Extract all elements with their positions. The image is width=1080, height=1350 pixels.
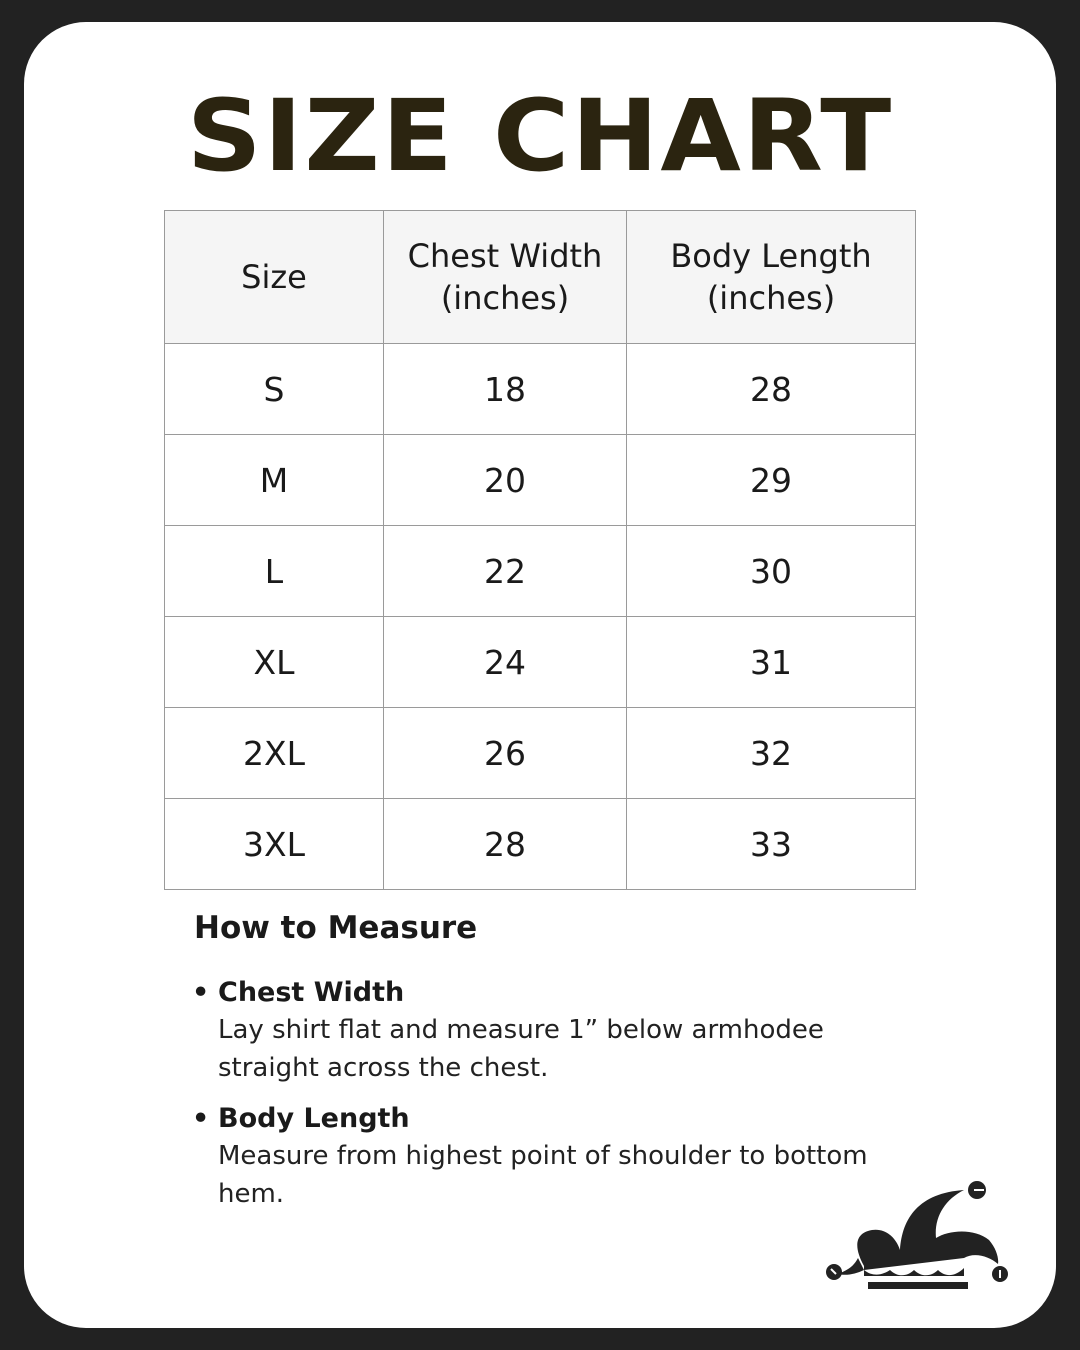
cell-size: 3XL — [164, 798, 384, 890]
header-unit: (inches) — [440, 279, 570, 317]
cell-body-length: 31 — [626, 616, 916, 708]
header-unit: (inches) — [706, 279, 836, 317]
table-row: 2XL 26 32 — [164, 707, 916, 799]
cell-size: 2XL — [164, 707, 384, 799]
size-table: Size Chest Width (inches) Body Length (inc… — [164, 210, 916, 890]
cell-body-length: 33 — [626, 798, 916, 890]
cell-chest-width: 24 — [383, 616, 627, 708]
cell-chest-width: 28 — [383, 798, 627, 890]
cell-size: M — [164, 434, 384, 526]
list-item: • Chest Width Lay shirt flat and measure … — [192, 975, 912, 1087]
table-header-row: Size Chest Width (inches) Body Length (inc… — [164, 210, 916, 344]
cell-body-length: 32 — [626, 707, 916, 799]
cell-chest-width: 18 — [383, 343, 627, 435]
item-desc-line: hem. — [218, 1179, 285, 1209]
cell-size: XL — [164, 616, 384, 708]
cell-body-length: 28 — [626, 343, 916, 435]
measure-list: • Chest Width Lay shirt flat and measure … — [192, 975, 912, 1227]
cell-body-length: 29 — [626, 434, 916, 526]
cell-size: L — [164, 525, 384, 617]
item-desc-line: Measure from highest point of shoulder t… — [218, 1141, 868, 1171]
bullet: • — [192, 977, 210, 1008]
header-body-length: Body Length (inches) — [626, 210, 916, 344]
cell-size: S — [164, 343, 384, 435]
table-row: L 22 30 — [164, 525, 916, 617]
how-to-measure-heading: How to Measure — [194, 910, 478, 946]
item-title: Chest Width — [218, 977, 405, 1008]
cell-chest-width: 22 — [383, 525, 627, 617]
item-desc-line: Lay shirt flat and measure 1” below armh… — [218, 1015, 824, 1045]
item-title: Body Length — [218, 1103, 410, 1134]
table-row: XL 24 31 — [164, 616, 916, 708]
bullet: • — [192, 1103, 210, 1134]
item-desc-line: straight across the chest. — [218, 1053, 549, 1083]
header-chest-width: Chest Width (inches) — [383, 210, 627, 344]
header-size: Size — [164, 210, 384, 344]
header-label: Chest Width — [407, 237, 603, 275]
table-row: M 20 29 — [164, 434, 916, 526]
table-row: S 18 28 — [164, 343, 916, 435]
cell-body-length: 30 — [626, 525, 916, 617]
page-title: SIZE CHART — [186, 78, 894, 194]
header-label: Size — [241, 258, 307, 296]
cell-chest-width: 20 — [383, 434, 627, 526]
jester-hat-icon — [826, 1181, 1008, 1289]
cell-chest-width: 26 — [383, 707, 627, 799]
table-row: 3XL 28 33 — [164, 798, 916, 890]
header-label: Body Length — [670, 237, 872, 275]
list-item: • Body Length Measure from highest point … — [192, 1101, 912, 1213]
